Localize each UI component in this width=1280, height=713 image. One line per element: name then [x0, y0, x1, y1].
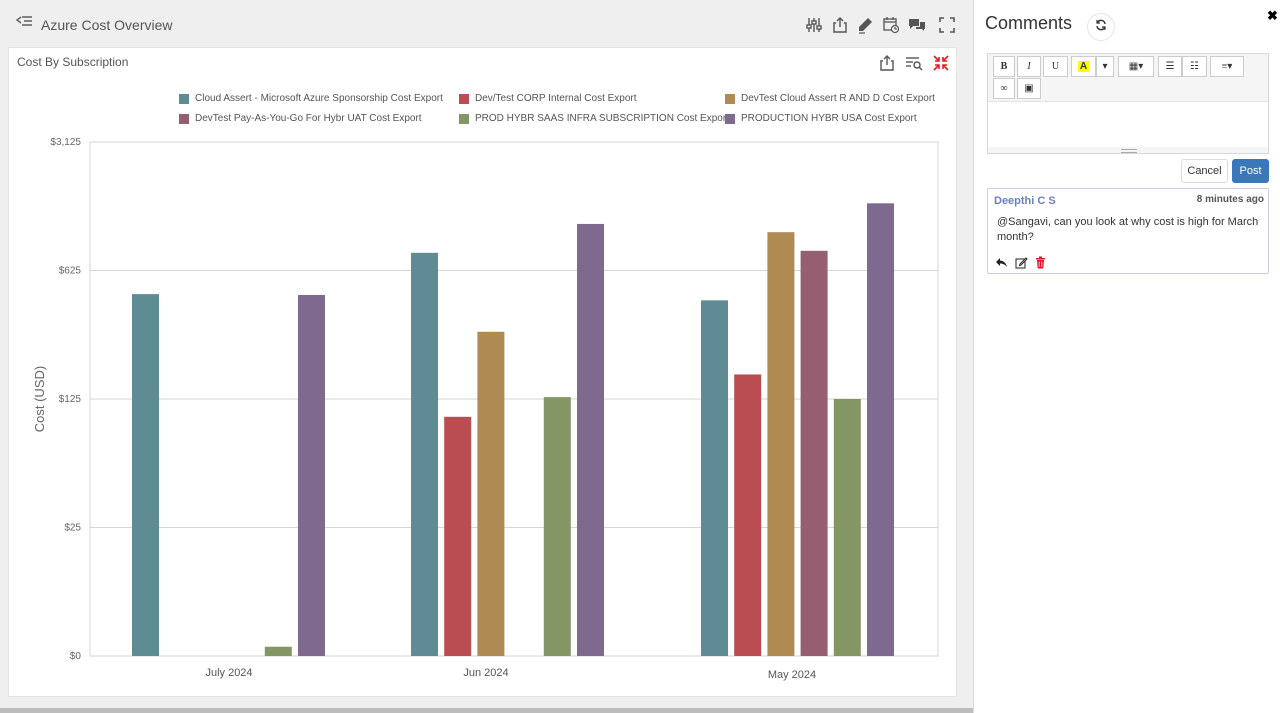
bar[interactable]	[411, 252, 438, 657]
comments-title: Comments	[985, 13, 1073, 33]
legend-label: PROD HYBR SAAS INFRA SUBSCRIPTION Cost E…	[475, 113, 729, 124]
comment-timestamp: 8 minutes ago	[1196, 194, 1264, 205]
menu-collapse-icon[interactable]	[15, 15, 34, 29]
bar[interactable]	[543, 397, 571, 656]
bottom-divider	[0, 708, 973, 713]
legend-label: Cloud Assert - Microsoft Azure Sponsorsh…	[195, 93, 443, 104]
widget-share-icon[interactable]	[878, 54, 896, 72]
y-tick-label: $125	[59, 394, 82, 405]
y-tick-label: $3,125	[50, 137, 81, 148]
underline-button[interactable]: U	[1043, 56, 1068, 77]
x-category-label: Jun 2024	[463, 667, 508, 679]
legend-swatch	[725, 93, 735, 104]
reply-icon[interactable]	[995, 256, 1008, 269]
close-icon[interactable]: ✖	[1267, 8, 1278, 23]
comment-text: @Sangavi, can you look at why cost is hi…	[997, 216, 1259, 243]
refresh-icon	[1095, 18, 1107, 36]
fullscreen-icon[interactable]	[938, 16, 956, 34]
ordered-list-icon[interactable]: ☷	[1182, 56, 1207, 77]
legend-item[interactable]: PROD HYBR SAAS INFRA SUBSCRIPTION Cost E…	[459, 113, 729, 124]
legend-label: DevTest Pay-As-You-Go For Hybr UAT Cost …	[195, 113, 422, 124]
bar[interactable]	[833, 399, 861, 656]
comments-icon[interactable]	[908, 16, 926, 34]
comment-input[interactable]	[988, 101, 1268, 147]
bar[interactable]	[444, 416, 472, 656]
widget-collapse-icon[interactable]	[932, 54, 950, 72]
bar[interactable]	[734, 374, 762, 656]
filter-sliders-icon[interactable]	[805, 16, 823, 34]
refresh-button[interactable]	[1087, 13, 1115, 41]
post-button[interactable]: Post	[1232, 159, 1269, 183]
legend-item[interactable]: Dev/Test CORP Internal Cost Export	[459, 93, 637, 104]
bar[interactable]	[477, 331, 505, 656]
legend-label: Dev/Test CORP Internal Cost Export	[475, 93, 637, 104]
x-category-label: May 2024	[768, 669, 816, 681]
legend-item[interactable]: Cloud Assert - Microsoft Azure Sponsorsh…	[179, 93, 443, 104]
editor-toolbar: B I U A ▾ ▦▾ ☰ ☷ ≡▾ ∞ ▣	[988, 54, 1268, 100]
page-title: Azure Cost Overview	[41, 17, 173, 33]
dashboard-pane: Azure Cost Overview Cos	[0, 0, 973, 713]
highlight-icon: A	[1077, 61, 1090, 72]
legend-swatch	[725, 113, 735, 124]
comment-item: Deepthi C S 8 minutes ago @Sangavi, can …	[987, 188, 1269, 274]
y-tick-label: $25	[64, 523, 81, 534]
chart-widget: Cost By Subscription $0 $25 $125 $625 $3,125…	[8, 47, 957, 697]
align-icon[interactable]: ≡▾	[1210, 56, 1244, 77]
bar-chart: $0 $25 $125 $625 $3,125 Cost (USD) July 2024 Ju…	[32, 137, 939, 681]
table-icon[interactable]: ▦▾	[1118, 56, 1154, 77]
editor-resize-handle[interactable]	[1121, 149, 1137, 153]
cancel-button[interactable]: Cancel	[1181, 159, 1228, 183]
calendar-icon[interactable]	[882, 16, 900, 34]
bar[interactable]	[264, 646, 292, 656]
bar[interactable]	[867, 203, 894, 656]
italic-button[interactable]: I	[1017, 56, 1041, 77]
highlight-color-button[interactable]: A	[1071, 56, 1096, 77]
dashboard-header: Azure Cost Overview	[0, 0, 973, 47]
share-icon[interactable]	[831, 16, 849, 34]
legend-swatch	[459, 113, 469, 124]
comment-editor: B I U A ▾ ▦▾ ☰ ☷ ≡▾ ∞ ▣	[987, 53, 1269, 154]
highlight-dropdown-icon[interactable]: ▾	[1096, 56, 1114, 77]
widget-filter-search-icon[interactable]	[905, 54, 923, 72]
y-axis-title: Cost (USD)	[32, 366, 47, 432]
image-icon[interactable]: ▣	[1017, 78, 1041, 99]
legend-swatch	[179, 113, 189, 124]
legend-swatch	[179, 93, 189, 104]
comments-pane: Comments ✖ B I U A ▾ ▦▾ ☰ ☷ ≡▾ ∞ ▣ Cance…	[973, 0, 1280, 713]
legend-item[interactable]: PRODUCTION HYBR USA Cost Export	[725, 113, 917, 124]
link-icon[interactable]: ∞	[993, 78, 1015, 99]
bar[interactable]	[701, 300, 728, 656]
legend-label: DevTest Cloud Assert R AND D Cost Export	[741, 93, 935, 104]
legend-item[interactable]: DevTest Cloud Assert R AND D Cost Export	[725, 93, 935, 104]
edit-comment-icon[interactable]	[1015, 256, 1028, 269]
bar[interactable]	[800, 250, 828, 656]
bar[interactable]	[298, 294, 325, 656]
y-tick-label: $0	[70, 651, 82, 662]
bar[interactable]	[767, 232, 795, 656]
x-category-label: July 2024	[205, 667, 252, 679]
legend-swatch	[459, 93, 469, 104]
bar[interactable]	[132, 294, 159, 656]
legend-item[interactable]: DevTest Pay-As-You-Go For Hybr UAT Cost …	[179, 113, 422, 124]
legend-label: PRODUCTION HYBR USA Cost Export	[741, 113, 917, 124]
y-tick-label: $625	[59, 266, 82, 277]
delete-icon[interactable]	[1034, 256, 1047, 269]
unordered-list-icon[interactable]: ☰	[1158, 56, 1182, 77]
edit-icon[interactable]	[856, 16, 874, 34]
widget-title: Cost By Subscription	[17, 55, 129, 69]
bar[interactable]	[577, 223, 604, 657]
comment-author[interactable]: Deepthi C S	[994, 195, 1056, 207]
bold-button[interactable]: B	[993, 56, 1015, 77]
